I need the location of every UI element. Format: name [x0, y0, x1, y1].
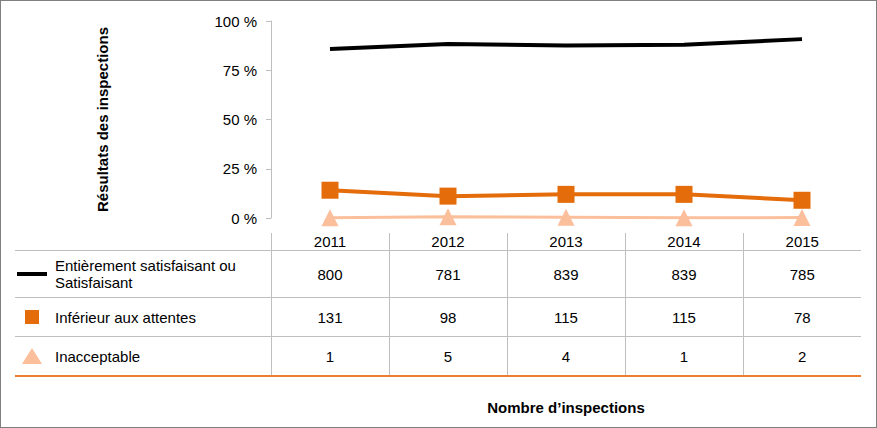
svg-text:0 %: 0 %: [231, 210, 257, 227]
svg-text:75 %: 75 %: [223, 62, 257, 79]
html-text:2014: 2014: [667, 233, 701, 250]
html-text:2015: 2015: [785, 233, 819, 250]
html-text:2012: 2012: [431, 233, 465, 250]
html-text:78: 78: [793, 308, 811, 326]
svg-text:50 %: 50 %: [223, 111, 257, 128]
html-text:Nombre d’inspections: Nombre d’inspections: [487, 399, 645, 416]
html-text:131: 131: [317, 308, 343, 326]
html-text:800: 800: [317, 265, 343, 283]
html-text:115: 115: [554, 308, 578, 326]
html-text:Inacceptable: Inacceptable: [55, 347, 141, 365]
html-text:839: 839: [671, 265, 697, 283]
html-text:Entièrement satisfaisant ou Sa: Entièrement satisfaisant ou Satisfaisant: [55, 257, 236, 291]
svg-text:25 %: 25 %: [223, 160, 257, 177]
html-text:1: 1: [325, 347, 335, 365]
html-text:1: 1: [679, 347, 689, 365]
svg-text:Résultats des inspections: Résultats des inspections: [94, 27, 111, 212]
html-text:781: 781: [435, 265, 461, 283]
html-text:98: 98: [439, 308, 457, 326]
html-text:839: 839: [553, 265, 579, 283]
svg-text:100 %: 100 %: [214, 13, 257, 30]
html-text:2011: 2011: [313, 233, 347, 250]
html-text:115: 115: [672, 308, 696, 326]
html-text:5: 5: [443, 347, 453, 365]
html-text:2: 2: [798, 347, 807, 365]
html-text:785: 785: [789, 265, 815, 283]
html-text:Inférieur aux attentes: Inférieur aux attentes: [55, 308, 196, 326]
html-text:2013: 2013: [549, 233, 583, 250]
html-text:4: 4: [561, 347, 571, 365]
